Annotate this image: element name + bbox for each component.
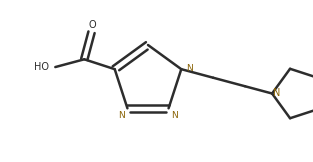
Text: N: N xyxy=(171,111,178,120)
Text: HO: HO xyxy=(34,62,49,72)
Text: O: O xyxy=(89,20,96,30)
Text: N: N xyxy=(186,64,193,73)
Text: N: N xyxy=(273,87,281,98)
Text: N: N xyxy=(118,111,125,120)
